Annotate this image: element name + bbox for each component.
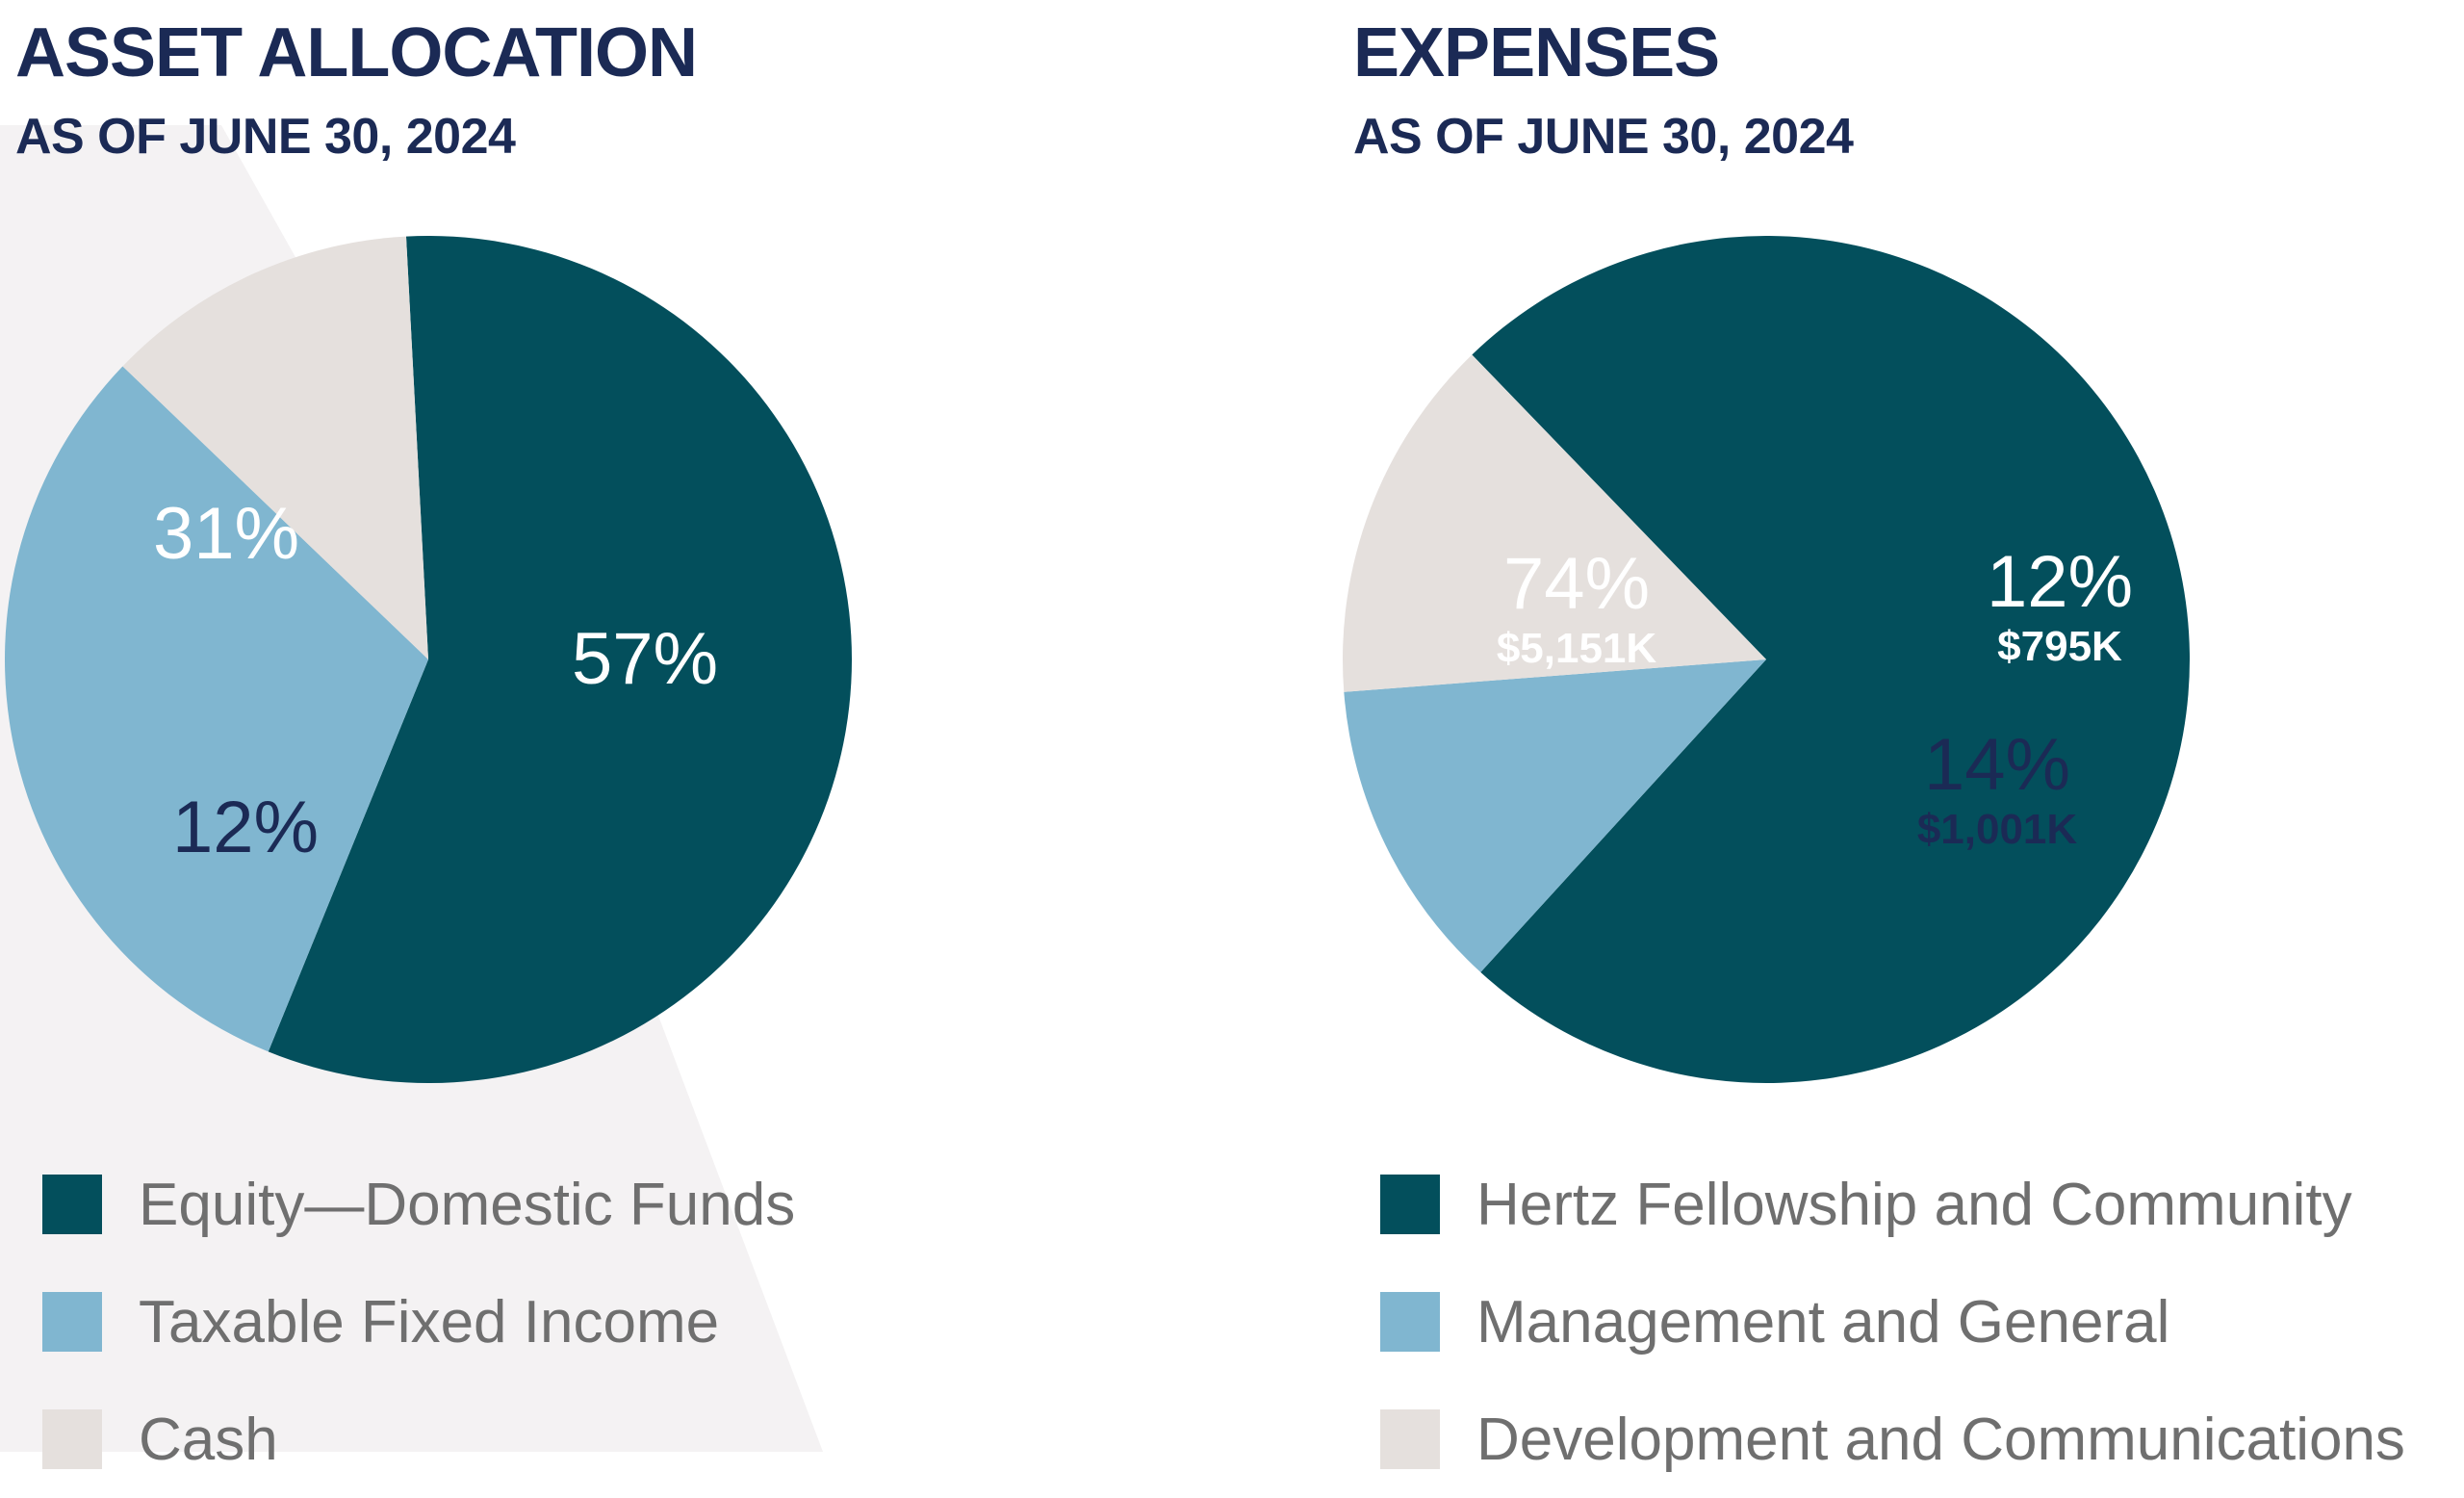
pie-label-cash: 12% [172, 787, 319, 868]
pie-amount-hertz-fellowship: $5,151K [1497, 625, 1657, 672]
pie-label-equity: 57% [572, 618, 718, 700]
legend-label-equity: Equity—Domestic Funds [139, 1171, 796, 1238]
expenses-title: EXPENSES [1353, 14, 1720, 91]
legend-label-cash: Cash [139, 1406, 278, 1473]
legend-label-management: Management and General [1476, 1288, 2170, 1356]
pie-label-hertz-fellowship: 74% [1503, 543, 1650, 625]
pie-amount-development: $1,001K [1917, 806, 2078, 853]
legend-item-fixed-income: Taxable Fixed Income [42, 1263, 795, 1381]
legend-item-management: Management and General [1380, 1263, 2405, 1381]
legend-item-equity: Equity—Domestic Funds [42, 1146, 795, 1263]
legend-item-development: Development and Communications [1380, 1381, 2405, 1498]
legend-swatch-development [1380, 1409, 1440, 1469]
legend-item-hertz-fellowship: Hertz Fellowship and Community [1380, 1146, 2405, 1263]
pie-slice-equity [268, 236, 853, 1083]
legend-label-fixed-income: Taxable Fixed Income [139, 1288, 720, 1356]
pie-label-development: 14% [1924, 724, 2070, 806]
pie-amount-management: $795K [1997, 623, 2122, 670]
expenses-subtitle: AS OF JUNE 30, 2024 [1353, 109, 1854, 165]
pie-label-fixed-income: 31% [153, 493, 299, 575]
pie-slice-development [1343, 354, 1766, 692]
legend-swatch-hertz-fellowship [1380, 1175, 1440, 1234]
asset-allocation-pie: 57% 31% 12% [4, 236, 853, 1083]
asset-allocation-legend: Equity—Domestic Funds Taxable Fixed Inco… [42, 1146, 795, 1498]
expenses-pie: 74%$5,151K 12%$795K 14%$1,001K [1343, 235, 2190, 1083]
legend-swatch-equity [42, 1175, 102, 1234]
pie-slice-fixed-income [4, 366, 429, 1052]
legend-label-development: Development and Communications [1476, 1406, 2405, 1473]
asset-allocation-title: ASSET ALLOCATION [15, 14, 698, 91]
legend-item-cash: Cash [42, 1381, 795, 1498]
expenses-panel: EXPENSES AS OF JUNE 30, 2024 74% $5,151K 1… [1338, 0, 2464, 1473]
legend-swatch-management [1380, 1292, 1440, 1352]
asset-allocation-subtitle: AS OF JUNE 30, 2024 [15, 109, 516, 165]
legend-swatch-cash [42, 1409, 102, 1469]
pie-slice-cash [122, 236, 428, 659]
asset-allocation-panel: ASSET ALLOCATION AS OF JUNE 30, 2024 57%… [0, 0, 1232, 1473]
pie-slice-management [1344, 659, 1766, 972]
pie-slice-hertz-fellowship [1472, 235, 2190, 1083]
legend-swatch-fixed-income [42, 1292, 102, 1352]
legend-label-hertz-fellowship: Hertz Fellowship and Community [1476, 1171, 2352, 1238]
pie-label-management: 12% [1987, 541, 2133, 623]
expenses-legend: Hertz Fellowship and Community Managemen… [1380, 1146, 2405, 1498]
